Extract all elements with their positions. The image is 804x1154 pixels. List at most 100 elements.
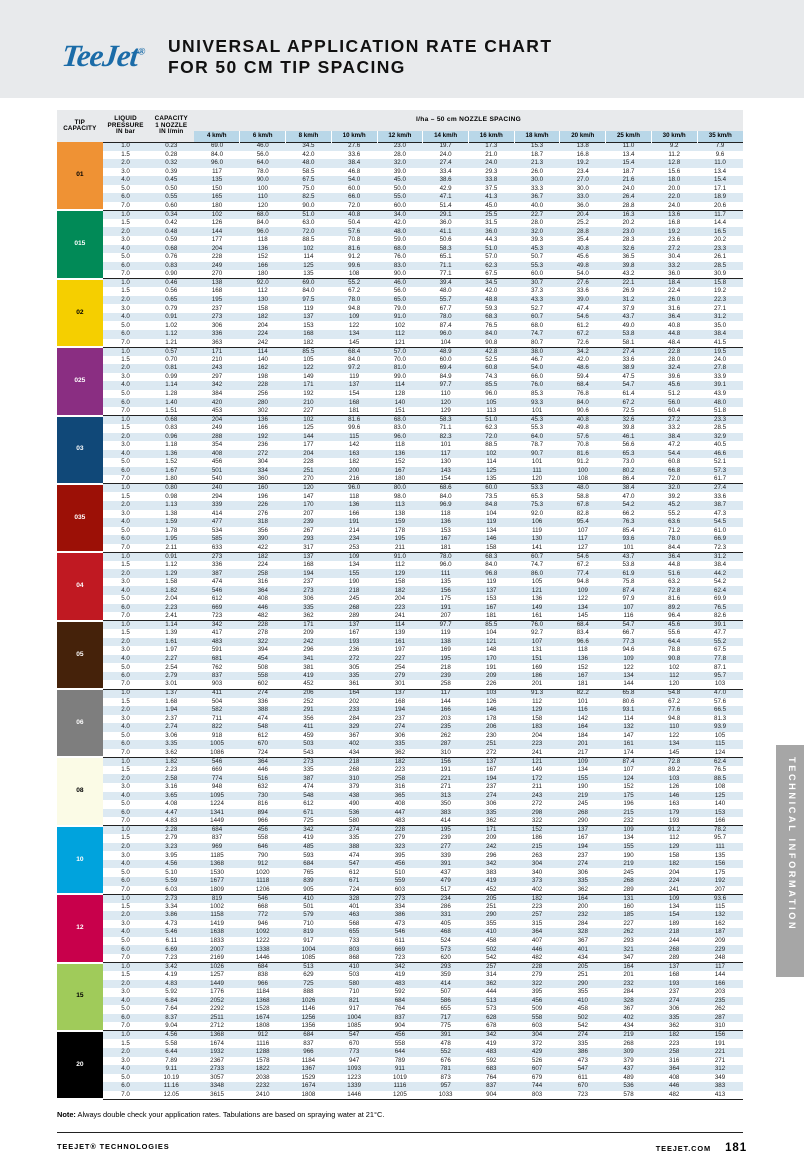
cell-application-rate: 28.8 [559, 227, 606, 237]
section-tab-technical-information[interactable]: TECHNICAL INFORMATION [776, 745, 804, 977]
cell-application-rate: 243 [194, 364, 240, 373]
cell-application-rate: 121 [514, 756, 560, 766]
cell-application-rate: 790 [239, 851, 286, 860]
cell-application-rate: 54.6 [559, 312, 606, 322]
cell-application-rate: 155 [331, 569, 378, 578]
table-row: 2.0 0.96 288 192 144 115 96.0 82.3 72.0 64.0 57.6 4… [57, 432, 743, 442]
cell-application-rate: 322 [239, 637, 286, 647]
cell-nozzle-capacity: 1.68 [148, 697, 195, 707]
cell-application-rate: 166 [331, 509, 378, 519]
cell-application-rate: 593 [285, 851, 332, 860]
cell-application-rate: 91.3 [514, 688, 560, 698]
cell-application-rate: 258 [651, 1047, 698, 1057]
cell-application-rate: 153 [422, 526, 469, 536]
cell-application-rate: 306 [194, 321, 240, 331]
header-capacity-line2: 1 NOZZLE [155, 121, 188, 129]
cell-application-rate: 2232 [239, 1082, 286, 1091]
cell-application-rate: 118 [559, 646, 606, 655]
cell-application-rate: 100 [239, 184, 286, 194]
cell-application-rate: 42.9 [422, 184, 469, 194]
cell-application-rate: 74.3 [468, 372, 515, 382]
cell-application-rate: 483 [377, 817, 423, 827]
page-title-line-1: UNIVERSAL APPLICATION RATE CHART [168, 36, 553, 56]
chart-note-text: Always double check your application rat… [75, 1110, 385, 1119]
cell-application-rate: 274 [377, 723, 423, 732]
cell-application-rate: 135 [468, 475, 515, 485]
cell-application-rate: 258 [239, 569, 286, 578]
cell-application-rate: 32.0 [514, 227, 560, 237]
cell-application-rate: 258 [377, 774, 423, 784]
cell-application-rate: 119 [285, 304, 332, 313]
table-row: 3.0 1.38 414 276 207 166 138 118 104 92.0 82.8 66.2… [57, 509, 743, 519]
cell-application-rate: 88.5 [468, 441, 515, 450]
cell-application-rate: 452 [285, 680, 332, 690]
footer-website[interactable]: TEEJET.COM [655, 1144, 712, 1153]
cell-liquid-pressure: 1.5 [102, 560, 149, 570]
cell-application-rate: 185 [605, 911, 652, 920]
table-row: 4.0 0.68 204 136 102 81.6 68.0 58.3 51.0 45.3 40.8… [57, 244, 743, 254]
table-row: 15 1.0 3.42 1026 684 513 410 342 293 257 228 205 164… [57, 962, 743, 1032]
cell-application-rate: 22.0 [651, 193, 698, 202]
cell-application-rate: 93.1 [605, 706, 652, 715]
cell-application-rate: 52.5 [468, 355, 515, 365]
cell-application-rate: 60.0 [377, 201, 423, 211]
cell-application-rate: 536 [605, 1082, 652, 1091]
cell-application-rate: 83.0 [377, 424, 423, 433]
cell-application-rate: 87.1 [697, 663, 743, 672]
cell-application-rate: 193 [331, 637, 378, 647]
cell-application-rate: 26.0 [651, 295, 698, 305]
cell-application-rate: 146 [651, 791, 698, 801]
cell-application-rate: 128 [377, 389, 423, 399]
cell-application-rate: 26.9 [605, 287, 652, 296]
cell-application-rate: 911 [377, 1065, 423, 1074]
table-row: 4.0 4.56 1368 912 684 547 456 391 342 304 274 219 18… [57, 859, 743, 869]
cell-application-rate: 223 [514, 902, 560, 912]
cell-application-rate: 18.7 [514, 150, 560, 160]
cell-application-rate: 48.6 [559, 364, 606, 373]
cell-application-rate: 447 [377, 808, 423, 818]
cell-application-rate: 201 [605, 971, 652, 980]
cell-application-rate: 114 [377, 381, 423, 390]
cell-application-rate: 354 [194, 441, 240, 450]
cell-application-rate: 136 [559, 654, 606, 664]
cell-application-rate: 13.4 [605, 150, 652, 160]
cell-application-rate: 122 [331, 321, 378, 331]
cell-application-rate: 546 [377, 928, 423, 937]
cell-nozzle-capacity: 3.35 [148, 740, 195, 749]
cell-application-rate: 310 [331, 774, 378, 784]
tip-capacity-swatch: 025 [57, 347, 103, 417]
cell-application-rate: 155 [559, 774, 606, 784]
cell-application-rate: 328 [559, 928, 606, 937]
cell-application-rate: 47.4 [559, 304, 606, 313]
cell-application-rate: 58.5 [285, 167, 332, 177]
cell-application-rate: 228 [285, 458, 332, 467]
cell-application-rate: 240 [194, 483, 240, 493]
cell-application-rate: 681 [194, 654, 240, 664]
cell-application-rate: 355 [468, 919, 515, 929]
cell-application-rate: 725 [285, 979, 332, 989]
cell-application-rate: 546 [194, 756, 240, 766]
table-row: 1.5 0.70 210 140 105 84.0 70.0 60.0 52.5 46.7 42.0… [57, 355, 743, 365]
table-row: 5.0 10.19 3057 2038 1529 1223 1019 873 764 679 611… [57, 1073, 743, 1083]
cell-application-rate: 95.4 [559, 518, 606, 527]
cell-application-rate: 86.4 [605, 475, 652, 485]
cell-application-rate: 744 [514, 1082, 560, 1091]
table-header-row-speeds: 4 km/h 6 km/h 8 km/h 10 km/h 12 km/h 14 km/h 1… [57, 131, 743, 142]
cell-application-rate: 1026 [194, 962, 240, 972]
cell-application-rate: 684 [285, 1030, 332, 1040]
cell-application-rate: 917 [285, 936, 332, 946]
cell-application-rate: 362 [377, 748, 423, 758]
cell-application-rate: 27.4 [422, 159, 469, 168]
cell-application-rate: 420 [194, 398, 240, 407]
cell-application-rate: 710 [331, 988, 378, 997]
cell-application-rate: 195 [422, 825, 469, 835]
cell-application-rate: 201 [559, 740, 606, 749]
cell-application-rate: 134 [331, 560, 378, 570]
cell-application-rate: 37.5 [468, 184, 515, 194]
cell-application-rate: 36.0 [651, 270, 698, 280]
cell-liquid-pressure: 2.0 [102, 706, 149, 715]
cell-application-rate: 125 [285, 424, 332, 433]
cell-application-rate: 918 [194, 731, 240, 741]
cell-application-rate: 274 [559, 859, 606, 869]
cell-application-rate: 102 [285, 415, 332, 425]
